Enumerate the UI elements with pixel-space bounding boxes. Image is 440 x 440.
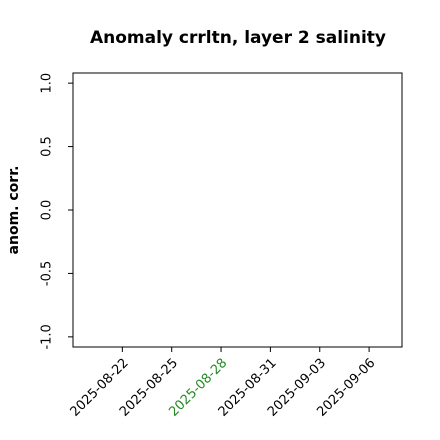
y-tick-label: 0.0 — [40, 200, 55, 221]
plot-frame — [72, 72, 403, 348]
y-tick-label: -0.5 — [40, 261, 55, 286]
y-tick-label: 1.0 — [40, 73, 55, 94]
y-tick-label: 0.5 — [40, 136, 55, 157]
y-axis-label: anom. corr. — [6, 166, 22, 255]
y-tick-label: -1.0 — [40, 324, 55, 349]
chart-title: Anomaly crrltn, layer 2 salinity — [90, 28, 386, 48]
